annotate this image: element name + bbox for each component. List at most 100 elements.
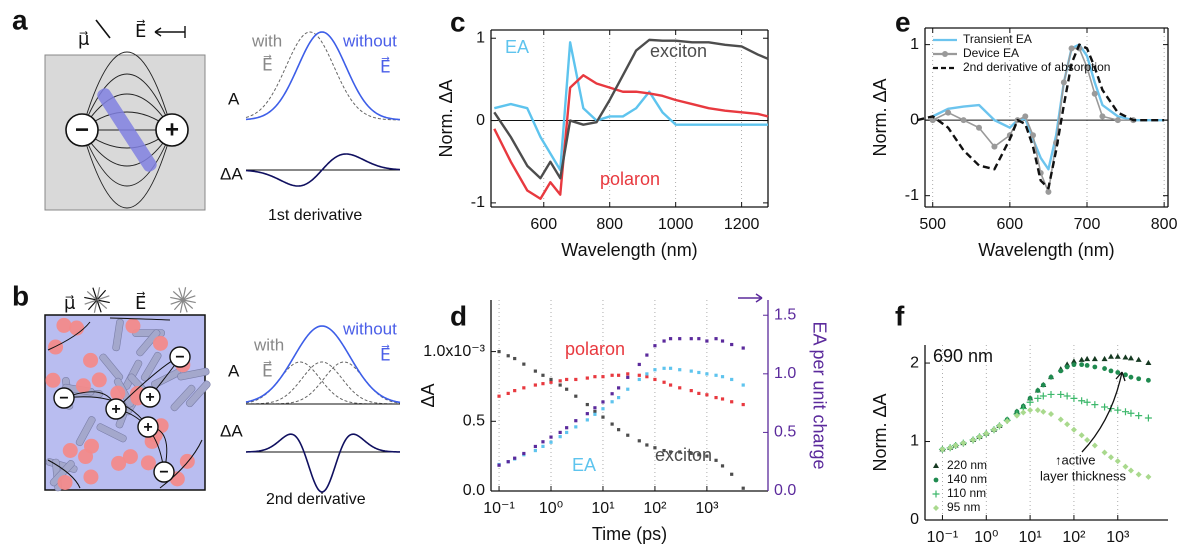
x-tick-label: 800 [1151, 216, 1178, 233]
point [541, 373, 545, 377]
point [1034, 394, 1042, 402]
point [1092, 364, 1098, 370]
legend-label: 95 nm [947, 500, 980, 514]
point [1114, 353, 1121, 359]
acceptor [91, 372, 107, 388]
orientation-ray [182, 299, 196, 304]
point [601, 375, 605, 379]
acceptor [83, 469, 99, 485]
x-axis-label: Wavelength (nm) [561, 240, 697, 260]
y2-tick-label: 0.5 [774, 424, 796, 441]
point [574, 394, 578, 398]
panel-letter: a [12, 4, 28, 35]
y-tick-label: 0 [910, 111, 919, 128]
y-tick-label: -1 [471, 194, 485, 211]
point [1127, 355, 1134, 361]
charge-sign: + [145, 389, 154, 406]
y2-tick-label: 0.0 [774, 482, 796, 499]
point [1114, 458, 1121, 465]
x-tick-label: 10² [1062, 529, 1086, 546]
orientation-ray [93, 299, 98, 313]
point [645, 443, 649, 447]
caption: 1st derivative [268, 207, 362, 224]
point [497, 463, 501, 467]
point [645, 372, 649, 376]
point [558, 379, 562, 383]
legend-swatch [942, 51, 948, 57]
acceptor [125, 318, 141, 334]
point [565, 430, 569, 435]
point [541, 440, 545, 444]
acceptor [78, 449, 94, 465]
point [1101, 449, 1108, 456]
panel-letter: d [450, 300, 467, 331]
point [714, 458, 718, 462]
point [991, 143, 998, 150]
series-label: polaron [565, 339, 625, 359]
point [1063, 392, 1071, 400]
point [1030, 132, 1036, 139]
series-label: exciton [650, 41, 707, 61]
point [549, 440, 553, 444]
y-tick-label: 2 [910, 354, 919, 371]
annotation: layer thickness [1040, 468, 1126, 483]
point [610, 392, 614, 396]
point [730, 472, 734, 476]
point [637, 362, 641, 367]
polymer-rod [112, 318, 124, 352]
without-label: without [342, 319, 397, 338]
point [662, 366, 666, 370]
point [1020, 409, 1027, 416]
field-line [47, 459, 81, 489]
point [653, 446, 657, 450]
point [1070, 358, 1077, 364]
point [1027, 407, 1034, 414]
point [1040, 408, 1047, 415]
point [1039, 392, 1047, 400]
point [533, 444, 537, 449]
shifted-spectrum [245, 31, 401, 121]
polymer-rod [177, 367, 210, 381]
point [653, 344, 657, 348]
point [610, 422, 614, 426]
point [1034, 407, 1041, 414]
field-line [81, 73, 173, 187]
point [1102, 366, 1107, 371]
orientation-ray [179, 299, 184, 313]
panel-letter: c [450, 6, 466, 37]
point [1057, 390, 1065, 398]
orientation-ray [173, 299, 184, 311]
y-axis-label: ΔA [418, 383, 438, 407]
point [1078, 356, 1085, 362]
point [1135, 412, 1143, 420]
acceptor [83, 352, 99, 368]
point [558, 430, 562, 435]
acceptor [110, 385, 126, 401]
orientation-ray [96, 299, 102, 313]
panel-letter: e [895, 6, 911, 37]
point [610, 373, 614, 377]
point [533, 369, 537, 373]
y-tick-label: 0 [476, 112, 485, 129]
point [662, 339, 666, 343]
orientation-ray [92, 287, 98, 301]
point [1040, 382, 1046, 388]
annotation: ↑active [1055, 452, 1095, 467]
point [1064, 421, 1071, 428]
point [617, 386, 621, 390]
point [1026, 398, 1034, 406]
panel-letter: b [12, 280, 29, 311]
point [541, 444, 545, 448]
y-tick-label: 1 [910, 433, 919, 450]
legend-swatch [933, 477, 939, 483]
point [976, 433, 983, 440]
y-axis-label: Norm. ΔA [870, 78, 890, 156]
x-axis-label: Wavelength (nm) [978, 240, 1114, 260]
point [720, 397, 725, 401]
x-tick-label: 10⁰ [974, 529, 998, 546]
orientation-ray [182, 299, 194, 310]
point [653, 377, 657, 382]
point [585, 418, 589, 422]
point [513, 389, 517, 393]
